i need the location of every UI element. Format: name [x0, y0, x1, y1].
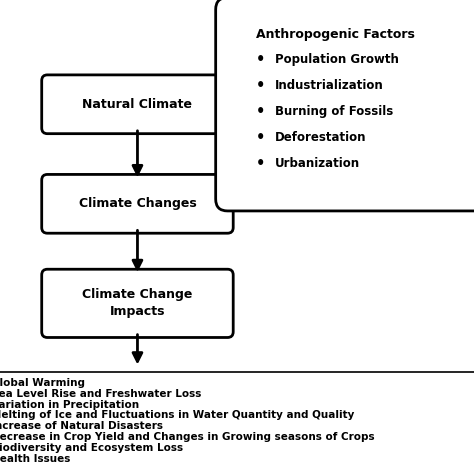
Text: Burning of Fossils: Burning of Fossils	[275, 105, 393, 118]
FancyBboxPatch shape	[42, 174, 233, 233]
Text: Industrialization: Industrialization	[275, 79, 383, 92]
Text: Decrease in Crop Yield and Changes in Growing seasons of Crops: Decrease in Crop Yield and Changes in Gr…	[0, 432, 374, 442]
Text: Deforestation: Deforestation	[275, 131, 366, 144]
Text: Increase of Natural Disasters: Increase of Natural Disasters	[0, 421, 163, 431]
Text: Variation in Precipitation: Variation in Precipitation	[0, 400, 138, 410]
Text: Natural Climate: Natural Climate	[82, 98, 192, 111]
Text: Climate Change
Impacts: Climate Change Impacts	[82, 288, 192, 319]
FancyBboxPatch shape	[42, 75, 233, 134]
Text: Melting of Ice and Fluctuations in Water Quantity and Quality: Melting of Ice and Fluctuations in Water…	[0, 410, 354, 420]
Text: Climate Changes: Climate Changes	[79, 197, 196, 210]
Text: Anthropogenic Factors: Anthropogenic Factors	[256, 28, 415, 41]
Text: Sea Level Rise and Freshwater Loss: Sea Level Rise and Freshwater Loss	[0, 389, 201, 399]
Text: Global Warming: Global Warming	[0, 378, 84, 388]
FancyBboxPatch shape	[42, 269, 233, 337]
Text: Health Issues: Health Issues	[0, 454, 70, 464]
Text: •: •	[256, 104, 265, 119]
Text: Urbanization: Urbanization	[275, 157, 360, 170]
Text: •: •	[256, 130, 265, 145]
Text: Biodiversity and Ecosystem Loss: Biodiversity and Ecosystem Loss	[0, 443, 182, 453]
Text: •: •	[256, 156, 265, 171]
Text: Population Growth: Population Growth	[275, 53, 399, 66]
Text: •: •	[256, 52, 265, 67]
Text: •: •	[256, 78, 265, 93]
FancyBboxPatch shape	[216, 0, 474, 211]
